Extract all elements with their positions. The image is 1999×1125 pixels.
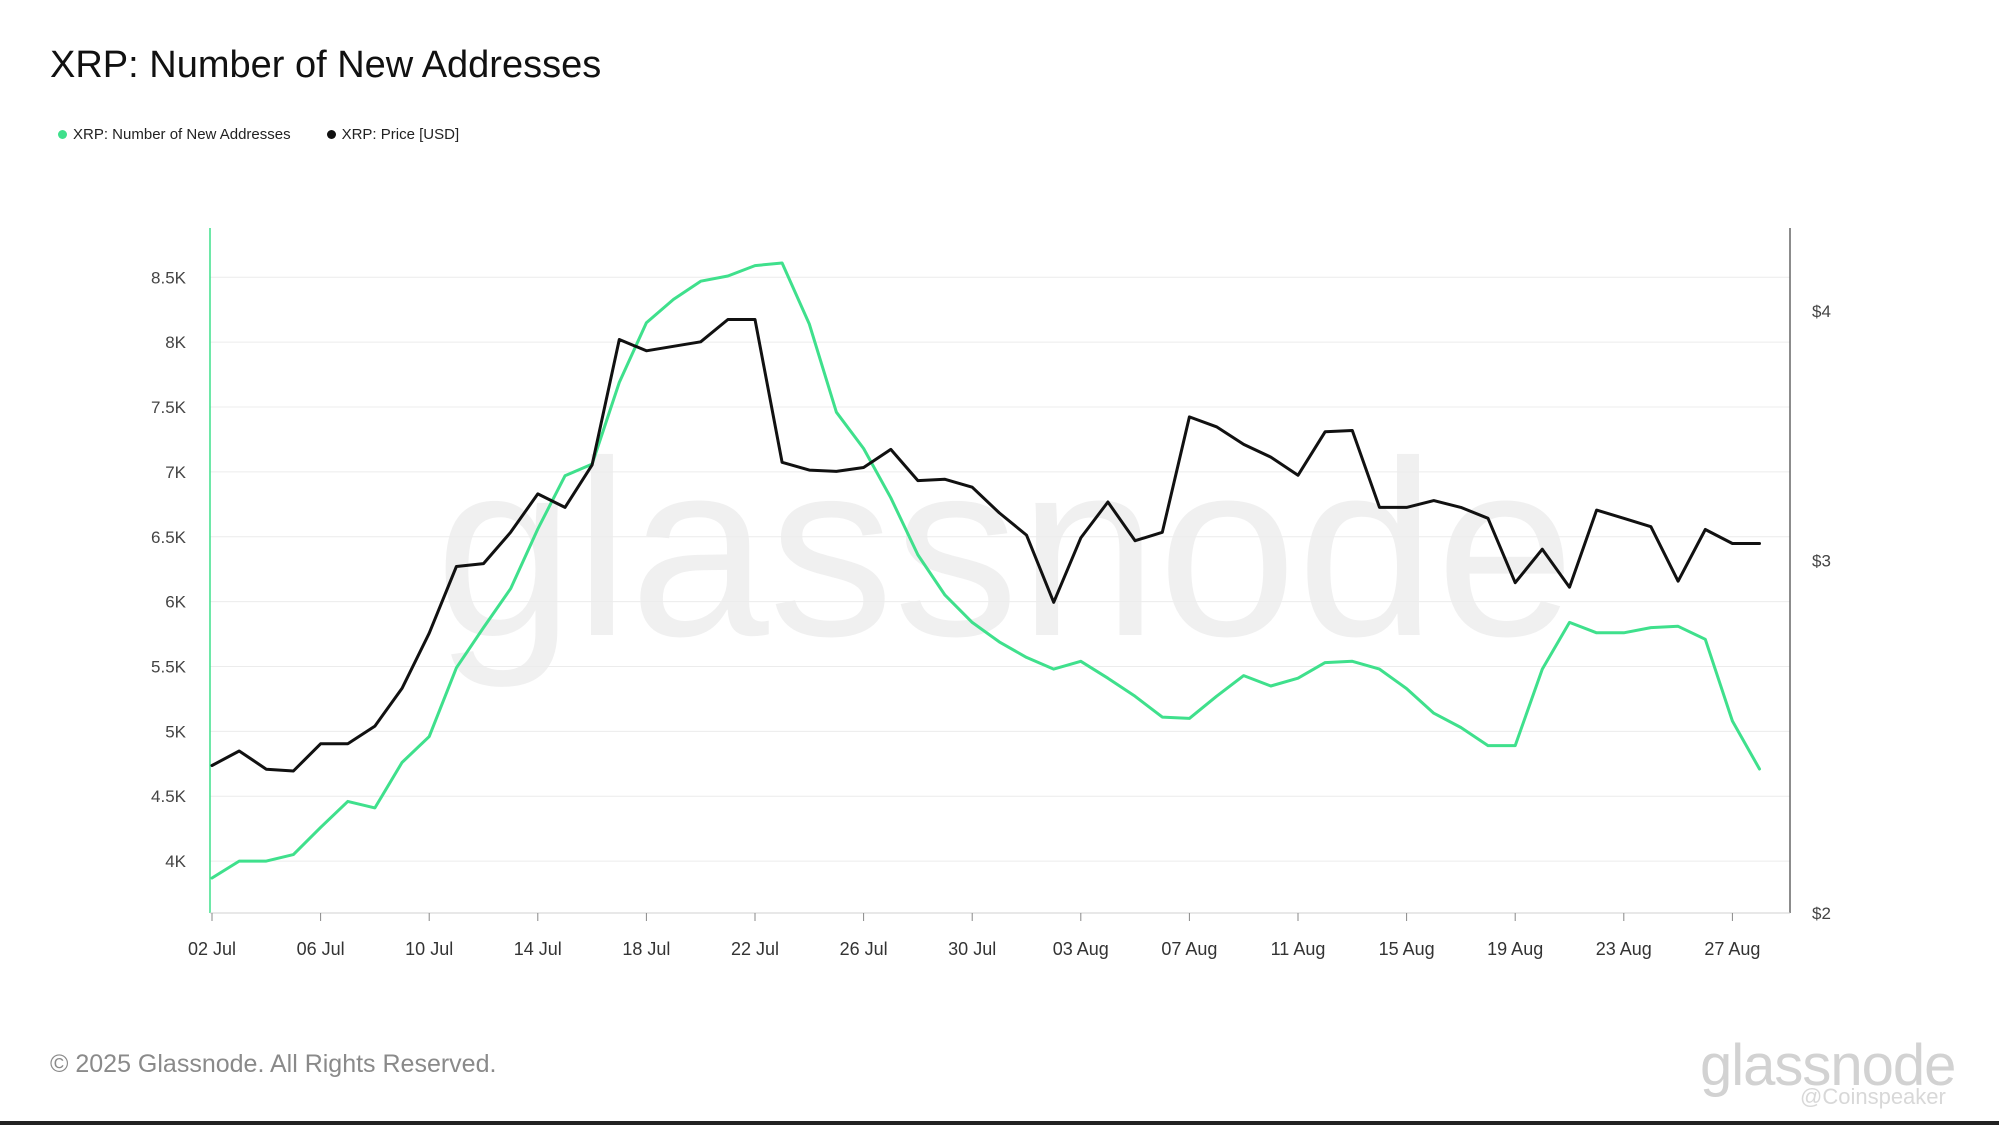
x-tick-label: 03 Aug	[1053, 939, 1109, 959]
y-left-tick-label: 4K	[165, 852, 186, 871]
copyright-text: © 2025 Glassnode. All Rights Reserved.	[50, 1050, 497, 1078]
x-tick-label: 07 Aug	[1161, 939, 1217, 959]
y-left-tick-label: 6K	[165, 593, 186, 612]
x-tick-label: 18 Jul	[622, 939, 670, 959]
x-tick-label: 14 Jul	[514, 939, 562, 959]
gridlines	[210, 276, 1790, 862]
brand-logo: glassnode	[1700, 1033, 1956, 1098]
y-left-tick-label: 8.5K	[151, 268, 187, 287]
y-right-tick-label: $3	[1812, 552, 1831, 571]
y-left-tick-label: 5K	[165, 722, 186, 741]
legend-item-new-addresses[interactable]: XRP: Number of New Addresses	[58, 126, 291, 143]
series-lines	[210, 261, 1761, 880]
legend-dot-icon	[58, 130, 67, 139]
y-left-tick-label: 5.5K	[151, 658, 187, 677]
tick-labels: 4K 4.5K 5K 5.5K 6K 6.5K 7K 7.5K 8K 8.5K $2 $3 $4 02 J…	[151, 268, 1831, 959]
x-tick-label: 11 Aug	[1271, 939, 1326, 959]
series-line-new-addresses	[210, 261, 1761, 880]
x-tick-label: 15 Aug	[1379, 939, 1435, 959]
x-tick-label: 06 Jul	[297, 939, 345, 959]
x-tick-label: 27 Aug	[1704, 939, 1760, 959]
y-right-tick-label: $4	[1812, 302, 1831, 321]
legend-item-price[interactable]: XRP: Price [USD]	[326, 126, 460, 143]
x-tick-label: 22 Jul	[731, 939, 779, 959]
legend-label: XRP: Number of New Addresses	[73, 126, 291, 143]
x-tick-label: 02 Jul	[188, 939, 236, 959]
y-left-tick-label: 6.5K	[151, 528, 187, 547]
x-tick-label: 19 Aug	[1487, 939, 1543, 959]
x-tick-label: 23 Aug	[1596, 939, 1652, 959]
chart-title: XRP: Number of New Addresses	[50, 44, 602, 86]
y-left-tick-label: 8K	[165, 333, 186, 352]
x-tick-label: 10 Jul	[405, 939, 453, 959]
y-left-tick-label: 7.5K	[151, 398, 187, 417]
axes	[209, 228, 1791, 921]
chart-legend: XRP: Number of New Addresses XRP: Price …	[58, 126, 459, 143]
y-left-tick-label: 7K	[165, 463, 186, 482]
credit-text: @Coinspeaker	[1800, 1084, 1946, 1109]
bottom-bar	[0, 1121, 1999, 1125]
legend-dot-icon	[326, 130, 336, 139]
y-left-tick-label: 4.5K	[151, 787, 187, 806]
x-tick-label: 26 Jul	[840, 939, 888, 959]
x-tick-label: 30 Jul	[948, 939, 996, 959]
legend-label: XRP: Price [USD]	[341, 126, 460, 143]
watermark: glassnode	[435, 409, 1575, 688]
y-right-tick-label: $2	[1812, 904, 1831, 923]
series-line-price	[210, 318, 1761, 773]
